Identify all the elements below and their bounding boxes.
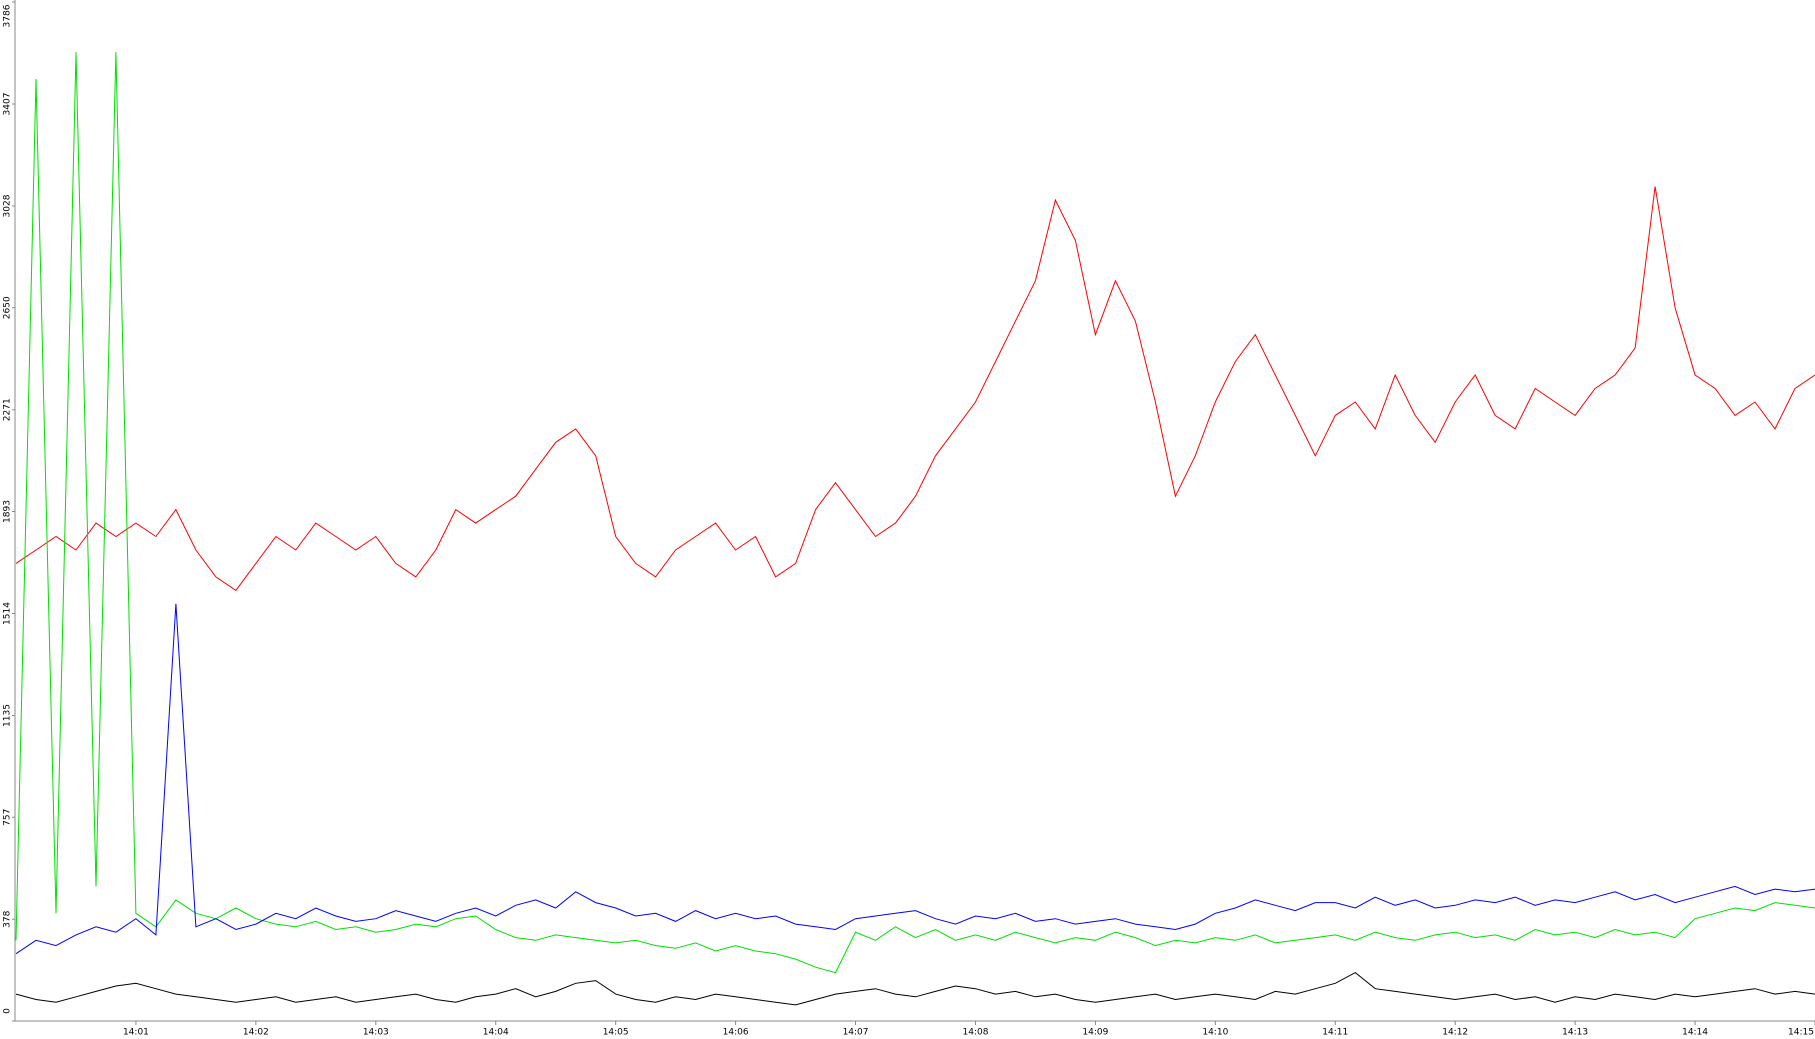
y-tick-label: 757 bbox=[3, 809, 13, 826]
y-tick-label: 1893 bbox=[3, 500, 13, 523]
x-tick-label: 14:06 bbox=[723, 1028, 749, 1038]
y-tick-label: 1135 bbox=[3, 704, 13, 727]
x-tick-label: 14:12 bbox=[1442, 1028, 1468, 1038]
y-tick-label: 3407 bbox=[3, 93, 13, 116]
y-tick-label: 1514 bbox=[3, 602, 13, 625]
x-tick-label: 14:09 bbox=[1082, 1028, 1108, 1038]
y-tick-label: 0 bbox=[3, 1008, 13, 1014]
y-tick-label: 378 bbox=[3, 910, 13, 927]
x-tick-label: 14:14 bbox=[1682, 1028, 1708, 1038]
y-tick-label: 2271 bbox=[3, 398, 13, 421]
x-tick-label: 14:11 bbox=[1322, 1028, 1348, 1038]
y-tick-label: 3028 bbox=[3, 194, 13, 217]
x-tick-label: 14:10 bbox=[1202, 1028, 1228, 1038]
series-line bbox=[15, 603, 1815, 955]
x-tick-label: 14:08 bbox=[962, 1028, 988, 1038]
x-tick-label: 14:01 bbox=[123, 1028, 149, 1038]
y-tick-label: 2650 bbox=[3, 296, 13, 319]
y-tick-label: 3786 bbox=[3, 4, 13, 27]
series-line bbox=[15, 52, 1815, 974]
series-line bbox=[15, 972, 1815, 1006]
x-tick-label: 14:02 bbox=[243, 1028, 269, 1038]
x-tick-label: 14:03 bbox=[363, 1028, 389, 1038]
x-tick-label: 14:07 bbox=[843, 1028, 869, 1038]
x-tick-label: 14:04 bbox=[483, 1028, 509, 1038]
series-line bbox=[15, 186, 1815, 592]
x-tick-label: 14:05 bbox=[603, 1028, 629, 1038]
x-tick-label: 14:13 bbox=[1562, 1028, 1588, 1038]
x-tick-label: 14:15 bbox=[1788, 1028, 1814, 1038]
